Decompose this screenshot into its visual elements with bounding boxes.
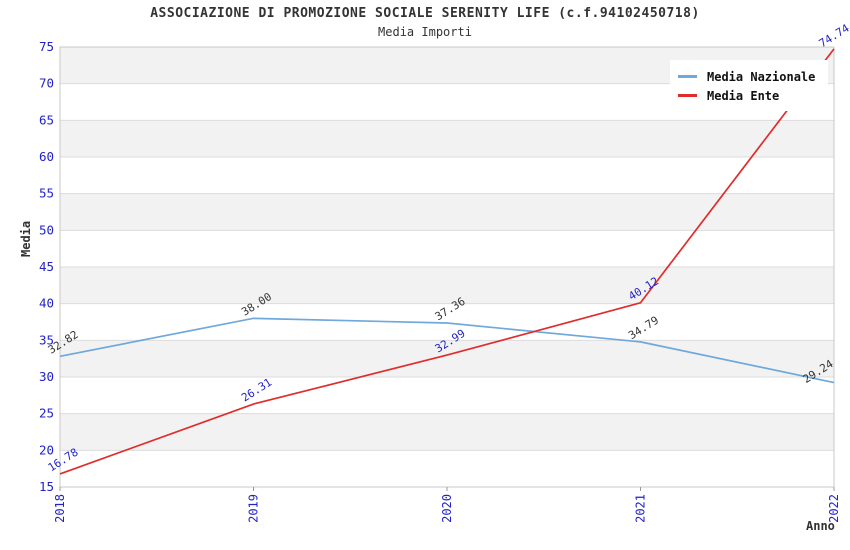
- y-tick-label: 35: [39, 332, 54, 347]
- plot-band: [60, 230, 834, 267]
- series-line-media-nazionale: [59, 317, 835, 384]
- data-label: 74.74: [817, 21, 850, 50]
- legend-swatch-media-nazionale: [678, 75, 697, 78]
- y-tick-label: 70: [39, 76, 54, 91]
- y-tick-label: 30: [39, 369, 54, 384]
- legend: Media Nazionale Media Ente: [670, 60, 828, 111]
- y-axis-title: Media: [19, 220, 33, 257]
- x-tick-label: 2019: [247, 494, 261, 523]
- legend-item-media-ente: Media Ente: [678, 86, 820, 105]
- plot-band: [60, 340, 834, 377]
- y-tick-label: 65: [39, 112, 54, 127]
- y-tick-label: 50: [39, 222, 54, 237]
- x-tick-label: 2020: [440, 494, 454, 523]
- y-tick-label: 40: [39, 296, 54, 311]
- x-axis-title: Anno: [806, 519, 835, 533]
- plot-band: [60, 377, 834, 414]
- y-tick-label: 55: [39, 186, 54, 201]
- legend-label: Media Ente: [707, 88, 780, 103]
- plot-band: [60, 120, 834, 157]
- plot-band: [60, 413, 834, 451]
- plot-band: [60, 193, 834, 231]
- y-tick-label: 60: [39, 149, 54, 164]
- plot-band: [60, 157, 834, 194]
- x-tick-label: 2021: [634, 494, 648, 523]
- plot-band: [60, 450, 834, 487]
- legend-swatch-media-ente: [678, 94, 697, 97]
- y-tick-label: 75: [39, 39, 54, 54]
- x-tick-label: 2022: [827, 494, 841, 523]
- plot-band: [60, 267, 834, 304]
- x-tick-label: 2018: [53, 494, 67, 523]
- y-tick-label: 45: [39, 259, 54, 274]
- y-tick-label: 15: [39, 479, 54, 494]
- chart-title: ASSOCIAZIONE DI PROMOZIONE SOCIALE SEREN…: [150, 6, 700, 21]
- y-tick-label: 25: [39, 406, 54, 421]
- plot-band: [60, 303, 834, 341]
- chart-subtitle: Media Importi: [378, 25, 472, 39]
- legend-label: Media Nazionale: [707, 69, 816, 84]
- series-line-media-ente: [59, 48, 835, 475]
- legend-item-media-nazionale: Media Nazionale: [678, 67, 820, 86]
- y-tick-label: 20: [39, 442, 54, 457]
